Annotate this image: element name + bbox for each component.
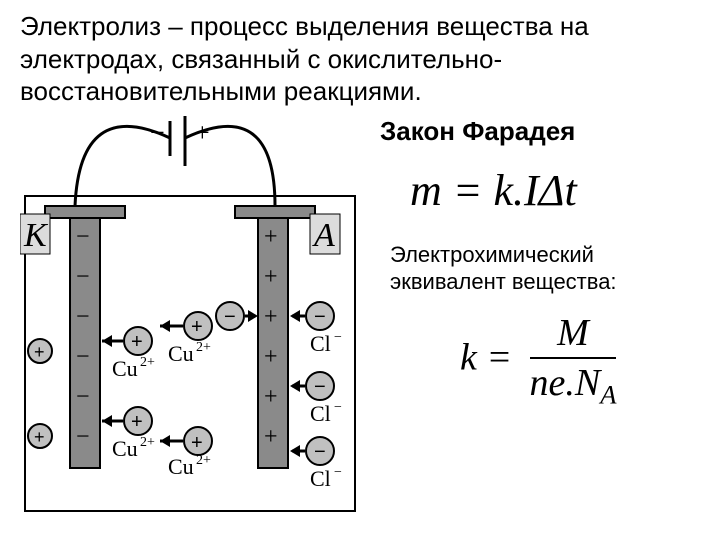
svg-text:+: +: [264, 264, 278, 290]
svg-text:+: +: [264, 304, 278, 330]
svg-text:+: +: [34, 427, 45, 447]
electrolysis-diagram: − + K A − − − − − −: [20, 116, 360, 521]
definition-text: Электролиз – процесс выделения вещества …: [20, 10, 700, 108]
svg-text:Cu: Cu: [112, 436, 138, 461]
svg-text:−: −: [76, 264, 90, 290]
svg-text:+: +: [131, 411, 143, 433]
svg-text:+: +: [34, 342, 45, 362]
faraday-law-title: Закон Фарадея: [380, 116, 700, 147]
svg-text:−: −: [314, 441, 326, 463]
svg-text:+: +: [264, 384, 278, 410]
svg-text:−: −: [76, 224, 90, 250]
svg-text:Cl: Cl: [310, 331, 331, 356]
svg-text:Cl: Cl: [310, 401, 331, 426]
svg-text:+: +: [264, 424, 278, 450]
svg-text:2+: 2+: [196, 453, 211, 468]
faraday-formula: m = k.IΔt: [410, 165, 700, 216]
svg-text:+: +: [191, 316, 203, 338]
equiv-label: Электрохимический эквивалент вещества:: [390, 241, 700, 296]
svg-text:−: −: [76, 424, 90, 450]
svg-text:+: +: [264, 344, 278, 370]
svg-text:2+: 2+: [140, 355, 155, 370]
formula2-denominator: ne.NA: [530, 359, 617, 411]
svg-text:A: A: [312, 217, 335, 254]
formula2-numerator: M: [530, 311, 617, 359]
svg-text:−: −: [314, 376, 326, 398]
svg-text:Cu: Cu: [168, 454, 194, 479]
svg-text:Cu: Cu: [112, 356, 138, 381]
svg-text:−: −: [334, 465, 342, 480]
equiv-formula: k = M ne.NA: [460, 311, 700, 411]
svg-text:+: +: [191, 432, 203, 454]
svg-text:Cl: Cl: [310, 466, 331, 491]
svg-text:2+: 2+: [196, 340, 211, 355]
svg-text:−: −: [76, 304, 90, 330]
svg-text:+: +: [131, 331, 143, 353]
svg-text:−: −: [224, 306, 236, 328]
svg-text:−: −: [314, 306, 326, 328]
svg-text:−: −: [334, 330, 342, 345]
svg-text:−: −: [76, 384, 90, 410]
formula2-lhs: k =: [460, 336, 512, 378]
svg-text:K: K: [23, 217, 49, 254]
svg-text:+: +: [264, 224, 278, 250]
svg-text:2+: 2+: [140, 435, 155, 450]
svg-text:−: −: [76, 344, 90, 370]
svg-text:−: −: [334, 400, 342, 415]
svg-text:Cu: Cu: [168, 341, 194, 366]
